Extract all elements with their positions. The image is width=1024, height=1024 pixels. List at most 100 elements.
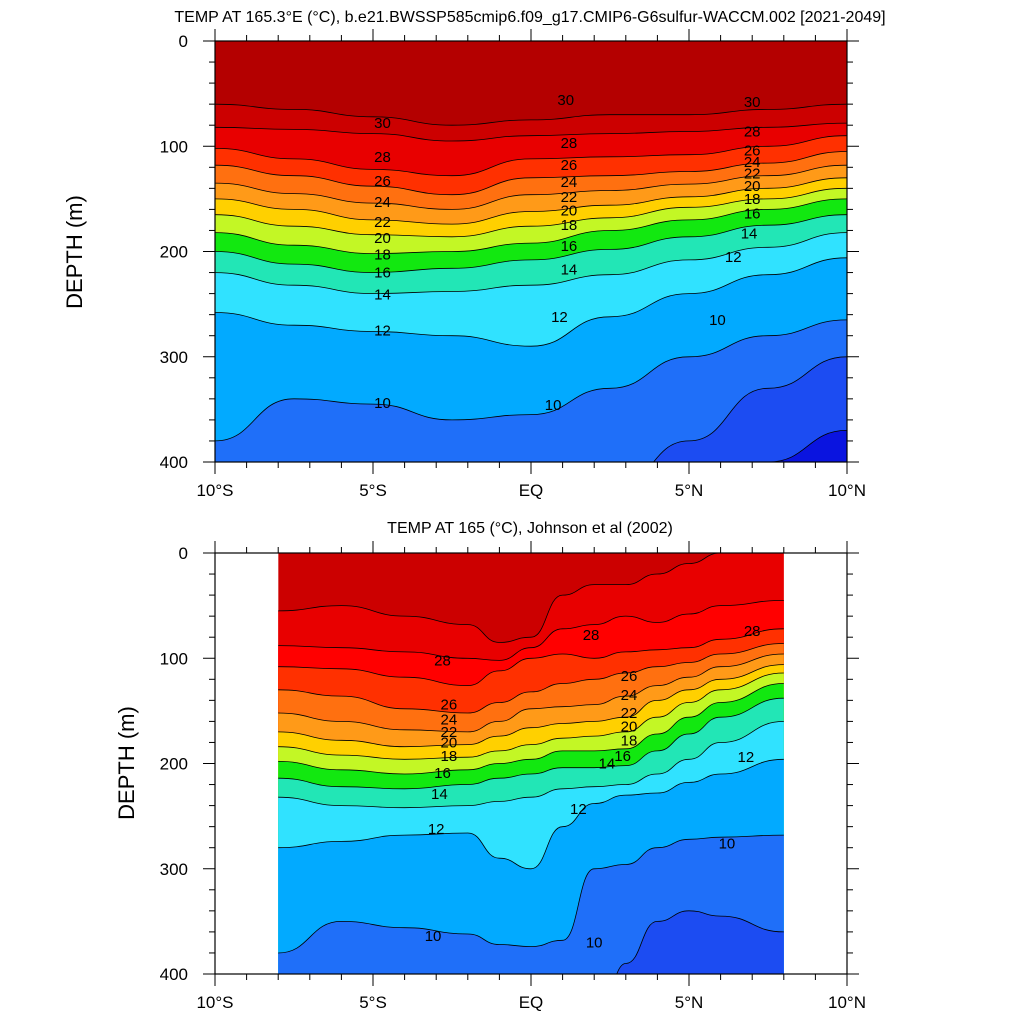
contour-label: 12	[738, 749, 755, 766]
top-isotherm-9	[653, 356, 847, 462]
contour-label: 26	[621, 668, 638, 685]
bottom-panel-title: TEMP AT 165 (°C), Johnson et al (2002)	[387, 520, 673, 537]
contour-label: 16	[744, 206, 761, 223]
contour-label: 20	[621, 719, 638, 736]
bottom-isotherm-24	[278, 653, 784, 733]
bottom-isotherm-26	[278, 643, 784, 714]
contour-label: 26	[374, 173, 391, 190]
bottom-axes: 10°S 5°S EQ 5°N 10°N 0 100 200 300 400	[160, 541, 866, 1012]
top-fill-band-9	[653, 356, 847, 462]
bottom-temperature-section-panel: TEMP AT 165 (°C), Johnson et al (2002) D…	[114, 520, 866, 1012]
top-isotherm-16	[215, 214, 847, 274]
contour-label: 14	[431, 786, 448, 803]
contour-label: 30	[374, 115, 391, 132]
contour-label: 10	[374, 395, 391, 412]
contour-label: 20	[744, 178, 761, 195]
top-contour-fills	[215, 41, 847, 462]
contour-label: 20	[561, 202, 578, 219]
contour-label: 20	[374, 230, 391, 247]
top-isotherm-10	[215, 319, 847, 442]
y-tick-label: 400	[160, 965, 188, 984]
contour-label: 12	[570, 801, 587, 818]
contour-label: 24	[374, 194, 391, 211]
contour-label: 18	[561, 217, 578, 234]
contour-label: 22	[374, 214, 391, 231]
y-tick-label: 0	[179, 32, 188, 51]
y-tick-label: 200	[160, 755, 188, 774]
x-tick-label: 5°S	[359, 481, 387, 500]
contour-label: 12	[725, 249, 742, 266]
bottom-isotherm-12	[278, 758, 784, 870]
contour-label: 12	[551, 309, 568, 326]
bottom-isotherm-18	[278, 683, 784, 775]
contour-label: 28	[744, 124, 761, 141]
bottom-isotherm-9	[616, 910, 784, 974]
bottom-isotherm-16	[278, 697, 784, 790]
top-isotherm-18	[215, 198, 847, 255]
contour-label: 26	[744, 142, 761, 159]
contour-label: 22	[744, 166, 761, 183]
contour-label: 22	[621, 705, 638, 722]
x-tick-label: 10°N	[828, 993, 866, 1012]
y-tick-label: 0	[179, 544, 188, 563]
contour-label: 16	[561, 238, 578, 255]
top-isotherm-30	[215, 122, 847, 142]
contour-label: 10	[545, 397, 562, 414]
contour-label: 28	[374, 149, 391, 166]
contour-label: 10	[425, 928, 442, 945]
y-tick-label: 300	[160, 860, 188, 879]
top-temperature-section-panel: TEMP AT 165.3°E (°C), b.e21.BWSSP585cmip…	[62, 9, 886, 500]
y-tick-label: 300	[160, 348, 188, 367]
contour-label: 10	[719, 835, 736, 852]
bottom-isotherm-22	[278, 664, 784, 748]
contour-label: 16	[614, 748, 631, 765]
bottom-panel-y-axis-label: DEPTH (m)	[114, 706, 139, 820]
x-tick-label: 10°S	[196, 993, 233, 1012]
contour-label: 14	[598, 756, 615, 773]
top-isotherm-8	[764, 430, 847, 462]
x-tick-label: EQ	[519, 481, 544, 500]
contour-label: 28	[561, 135, 578, 152]
bottom-contour-fills	[278, 553, 784, 974]
contour-label: 12	[374, 322, 391, 339]
top-axes: 10°S 5°S EQ 5°N 10°N 0 100 200 300 400	[160, 29, 866, 500]
bottom-fill-band-9	[616, 910, 784, 974]
top-isotherm-26	[215, 151, 847, 196]
bottom-isotherm-29	[278, 600, 784, 661]
contour-label: 14	[741, 226, 758, 243]
y-tick-label: 200	[160, 243, 188, 262]
y-tick-label: 100	[160, 649, 188, 668]
contour-label: 26	[561, 157, 578, 174]
bottom-isotherm-20	[278, 672, 784, 760]
bottom-isotherm-14	[278, 721, 784, 809]
contour-label: 30	[557, 92, 574, 109]
contour-label: 30	[744, 94, 761, 111]
contour-label: 24	[621, 687, 638, 704]
contour-label: 14	[374, 287, 391, 304]
contour-label: 24	[561, 174, 578, 191]
contour-label: 28	[744, 623, 761, 640]
contour-label: 26	[440, 697, 457, 714]
top-panel-y-axis-label: DEPTH (m)	[62, 195, 87, 309]
top-contour-labels: 3028262422201816141210302826242220181614…	[374, 92, 760, 414]
top-isotherm-20	[215, 187, 847, 238]
top-fill-band-10	[215, 319, 847, 462]
y-tick-label: 400	[160, 453, 188, 472]
contour-label: 10	[709, 312, 726, 329]
contour-label: 28	[434, 652, 451, 669]
top-isotherm-24	[215, 164, 847, 210]
bottom-isotherm-10	[278, 834, 784, 954]
top-isotherm-22	[215, 177, 847, 225]
contour-label: 18	[621, 732, 638, 749]
top-panel-title: TEMP AT 165.3°E (°C), b.e21.BWSSP585cmip…	[174, 9, 885, 26]
contour-label: 22	[561, 189, 578, 206]
contour-label: 20	[440, 734, 457, 751]
contour-label: 18	[374, 247, 391, 264]
contour-label: 18	[440, 748, 457, 765]
contour-label: 28	[583, 627, 600, 644]
x-tick-label: 10°S	[196, 481, 233, 500]
x-tick-label: 10°N	[828, 481, 866, 500]
x-tick-label: 5°N	[675, 993, 704, 1012]
